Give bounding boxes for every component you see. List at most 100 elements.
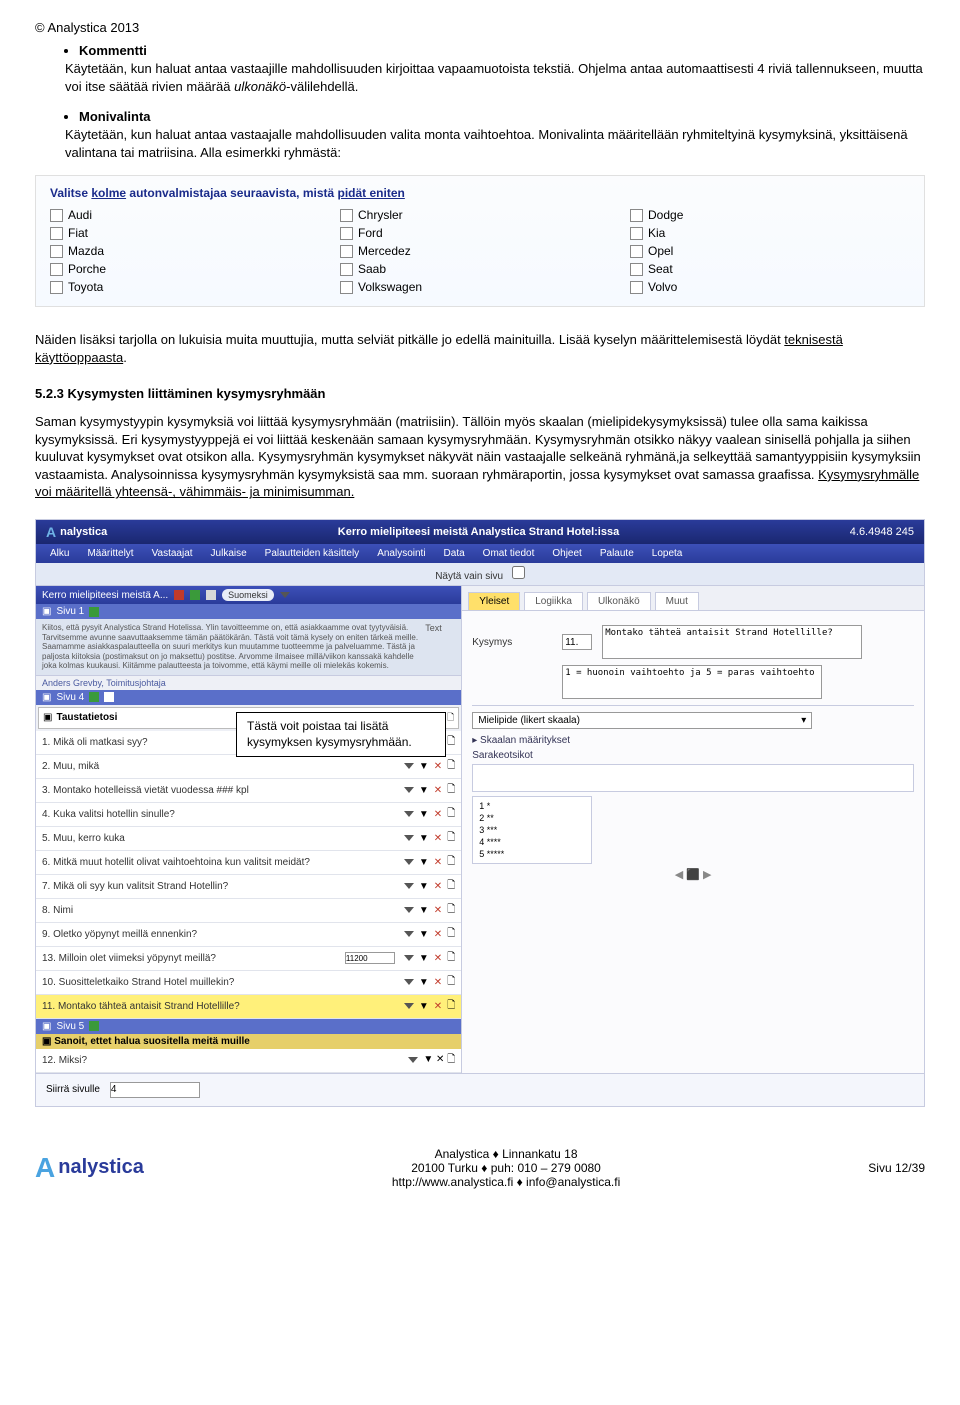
add-icon[interactable] [190, 590, 200, 600]
delete-icon[interactable]: ✕ [434, 833, 442, 844]
delete-icon[interactable]: ✕ [434, 785, 442, 796]
question-row[interactable]: 4. Kuka valitsi hotellin sinulle? ▼ ✕ 🗋 [36, 803, 461, 827]
checkbox-icon[interactable] [50, 245, 63, 258]
type-select[interactable]: Mielipide (likert skaala)▾ [472, 712, 812, 729]
menu-item[interactable]: Palautteiden käsittely [265, 548, 360, 559]
sanoit-header[interactable]: ▣ Sanoit, ettet halua suositella meitä m… [36, 1034, 461, 1049]
question-text-input[interactable]: Montako tähteä antaisit Strand Hotellill… [602, 625, 862, 659]
menu-item[interactable]: Määrittelyt [87, 548, 133, 559]
scale-option[interactable]: 2 ** [476, 812, 588, 824]
doc-icon[interactable] [206, 590, 216, 600]
delete-icon[interactable]: ✕ [434, 905, 442, 916]
delete-icon[interactable]: ✕ [434, 1001, 442, 1012]
checkbox-icon[interactable] [340, 245, 353, 258]
question-number-input[interactable] [562, 634, 592, 650]
date-input[interactable] [345, 952, 395, 964]
copy-icon[interactable]: 🗋 [447, 878, 455, 895]
checkbox-icon[interactable] [630, 209, 643, 222]
dropdown-icon[interactable] [404, 811, 414, 817]
delete-icon[interactable]: ✕ [434, 929, 442, 940]
dropdown-icon[interactable] [404, 931, 414, 937]
question-row[interactable]: 7. Mikä oli syy kun valitsit Strand Hote… [36, 875, 461, 899]
copy-icon[interactable]: 🗋 [447, 998, 455, 1015]
siirra-input[interactable] [110, 1082, 200, 1098]
checkbox-option[interactable]: Kia [630, 224, 910, 242]
doc-icon[interactable] [104, 692, 114, 702]
delete-icon[interactable]: ✕ [434, 857, 442, 868]
menu-item[interactable]: Palaute [600, 548, 634, 559]
question-row[interactable]: 12. Miksi? ▼ ✕ 🗋 [36, 1049, 461, 1073]
menu-item[interactable]: Julkaise [211, 548, 247, 559]
sivu1-bar[interactable]: ▣Sivu 1 [36, 604, 461, 619]
question-row[interactable]: 8. Nimi ▼ ✕ 🗋 [36, 899, 461, 923]
checkbox-icon[interactable] [340, 263, 353, 276]
tab[interactable]: Yleiset [468, 592, 520, 610]
delete-icon[interactable]: ✕ [434, 953, 442, 964]
copy-icon[interactable]: 🗋 [447, 758, 455, 775]
question-row[interactable]: 2. Muu, mikä ▼ ✕ 🗋 [36, 755, 461, 779]
copy-icon[interactable]: 🗋 [447, 854, 455, 871]
checkbox-option[interactable]: Opel [630, 242, 910, 260]
checkbox-icon[interactable] [50, 281, 63, 294]
question-row[interactable]: 3. Montako hotelleissä vietät vuodessa #… [36, 779, 461, 803]
checkbox-option[interactable]: Dodge [630, 206, 910, 224]
sivu4-bar[interactable]: ▣Sivu 4 [36, 690, 461, 705]
delete-icon[interactable]: ✕ [434, 761, 442, 772]
checkbox-option[interactable]: Fiat [50, 224, 330, 242]
copy-icon[interactable]: 🗋 [447, 830, 455, 847]
scale-option[interactable]: 1 * [476, 800, 588, 812]
add-icon[interactable] [89, 692, 99, 702]
copy-icon[interactable]: 🗋 [447, 782, 455, 799]
checkbox-icon[interactable] [50, 209, 63, 222]
question-row[interactable]: 10. Suositteletkaiko Strand Hotel muille… [36, 971, 461, 995]
menu-item[interactable]: Vastaajat [152, 548, 193, 559]
menu-item[interactable]: Omat tiedot [483, 548, 535, 559]
copy-icon[interactable]: 🗋 [447, 926, 455, 943]
question-row[interactable]: 13. Milloin olet viimeksi yöpynyt meillä… [36, 947, 461, 971]
skaalan-link[interactable]: ▸ Skaalan määritykset [472, 735, 914, 746]
copy-icon[interactable]: 🗋 [447, 950, 455, 967]
menu-item[interactable]: Lopeta [652, 548, 683, 559]
dropdown-icon[interactable] [404, 907, 414, 913]
checkbox-option[interactable]: Mercedez [340, 242, 620, 260]
scale-option[interactable]: 5 ***** [476, 848, 588, 860]
delete-icon[interactable]: ✕ [434, 881, 442, 892]
dropdown-icon[interactable] [408, 1057, 418, 1063]
checkbox-option[interactable]: Volkswagen [340, 278, 620, 296]
add-icon[interactable] [89, 607, 99, 617]
checkbox-option[interactable]: Chrysler [340, 206, 620, 224]
question-row[interactable]: 6. Mitkä muut hotellit olivat vaihtoehto… [36, 851, 461, 875]
dropdown-icon[interactable] [404, 979, 414, 985]
dropdown-icon[interactable] [404, 763, 414, 769]
dropdown-icon[interactable] [404, 859, 414, 865]
sivu5-bar[interactable]: ▣Sivu 5 [36, 1019, 461, 1034]
question-row[interactable]: 9. Oletko yöpynyt meillä ennenkin? ▼ ✕ 🗋 [36, 923, 461, 947]
checkbox-icon[interactable] [340, 209, 353, 222]
sarake-box[interactable] [472, 764, 914, 792]
add-icon[interactable] [89, 1021, 99, 1031]
checkbox-option[interactable]: Toyota [50, 278, 330, 296]
checkbox-icon[interactable] [50, 227, 63, 240]
dropdown-icon[interactable] [404, 1003, 414, 1009]
dropdown-icon[interactable] [404, 835, 414, 841]
scale-list[interactable]: 1 *2 **3 ***4 ****5 ***** [472, 796, 592, 864]
menu-item[interactable]: Analysointi [377, 548, 425, 559]
delete-icon[interactable]: ✕ [434, 809, 442, 820]
checkbox-icon[interactable] [50, 263, 63, 276]
checkbox-option[interactable]: Mazda [50, 242, 330, 260]
tab[interactable]: Ulkonäkö [587, 592, 651, 610]
dropdown-icon[interactable] [404, 883, 414, 889]
question-row[interactable]: 5. Muu, kerro kuka ▼ ✕ 🗋 [36, 827, 461, 851]
checkbox-option[interactable]: Seat [630, 260, 910, 278]
dropdown-icon[interactable] [404, 787, 414, 793]
checkbox-icon[interactable] [630, 245, 643, 258]
copy-icon[interactable]: 🗋 [447, 734, 455, 751]
dropdown-icon[interactable] [404, 955, 414, 961]
menu-item[interactable]: Alku [50, 548, 69, 559]
chevron-down-icon[interactable] [280, 592, 290, 598]
show-only-page-checkbox[interactable] [512, 566, 525, 579]
checkbox-icon[interactable] [340, 281, 353, 294]
helper-text-input[interactable]: 1 = huonoin vaihtoehto ja 5 = paras vaih… [562, 665, 822, 699]
scale-option[interactable]: 4 **** [476, 836, 588, 848]
checkbox-option[interactable]: Ford [340, 224, 620, 242]
